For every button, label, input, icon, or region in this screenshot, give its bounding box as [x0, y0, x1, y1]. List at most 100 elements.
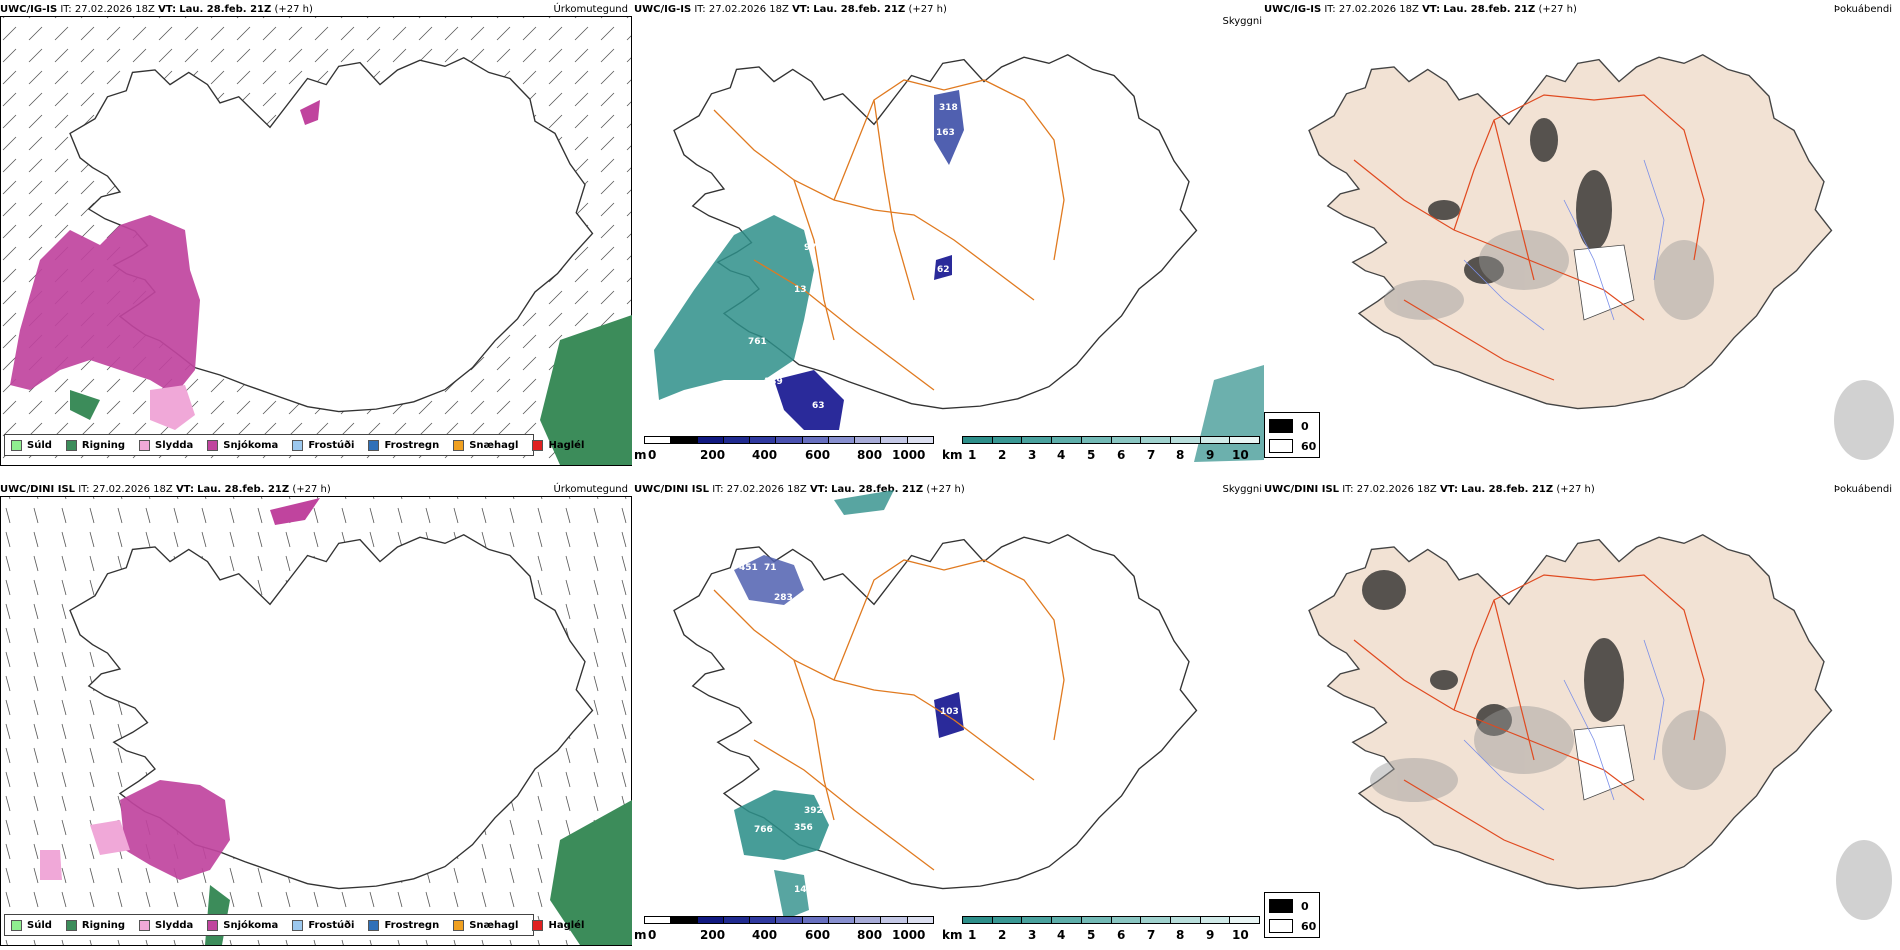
swatch-graupel — [453, 439, 465, 451]
panel-title: Þokuábendi — [1833, 4, 1892, 15]
cloud-base-label: 766 — [754, 825, 773, 835]
colorbar-tick: 1 — [968, 928, 977, 942]
colorbar-tick: 2 — [998, 928, 1007, 942]
swatch-sleet — [139, 439, 151, 451]
swatch-snow — [207, 439, 219, 451]
legend-item: Rigning — [65, 439, 125, 451]
cloud-base-label: 63 — [812, 401, 825, 411]
swatch-graupel — [453, 919, 465, 931]
legend-item: Frostregn — [368, 919, 439, 931]
panel-title: Skyggni — [1222, 16, 1262, 27]
swatch-hail — [532, 439, 544, 451]
visibility-map: 451 71 283 103 392 766 356 143 — [673, 490, 1198, 920]
colorbar-tick: 3 — [1028, 448, 1037, 462]
legend-item: Frostregn — [368, 439, 439, 451]
visibility-panel-bottom: UWC/DINI ISL IT: 27.02.2026 18Z VT: Lau.… — [634, 480, 1264, 946]
cloud-base-colorbar: m 0 200 400 600 800 1000 — [634, 436, 944, 464]
colorbar-tick: 3 — [1028, 928, 1037, 942]
colorbar-tick: 1000 — [892, 928, 926, 942]
cloud-base-label: 103 — [940, 707, 959, 717]
legend-item: Slydda — [139, 439, 193, 451]
cloud-base-label: 71 — [764, 563, 777, 573]
fog-legend-item: 0 — [1269, 419, 1309, 433]
run-header: UWC/IG-IS IT: 27.02.2026 18Z VT: Lau. 28… — [0, 4, 313, 15]
swatch-freezing-drizzle — [292, 439, 304, 451]
colorbar-tick: 800 — [857, 448, 883, 462]
colorbar-tick: 8 — [1176, 448, 1185, 462]
cloud-base-label: 143 — [794, 885, 813, 895]
fog-map — [1308, 534, 1892, 920]
colorbar-tick: 10 — [1232, 448, 1249, 462]
colorbar-tick: 5 — [1087, 928, 1096, 942]
cloud-base-label: 283 — [774, 593, 793, 603]
colorbar-tick: 4 — [1057, 928, 1066, 942]
colorbar-tick: 9 — [1206, 928, 1215, 942]
cloud-base-label: 13 — [794, 285, 807, 295]
colorbar-tick: 5 — [1087, 448, 1096, 462]
fog-legend-item: 60 — [1269, 439, 1316, 453]
visibility-colorbar: km 1 2 3 4 5 6 7 8 9 10 — [942, 916, 1262, 944]
run-header: UWC/IG-IS IT: 27.02.2026 18Z VT: Lau. 28… — [1264, 4, 1577, 15]
colorbar-tick: 6 — [1117, 448, 1126, 462]
cloud-base-label: 356 — [794, 823, 813, 833]
colorbar-strip — [962, 436, 1260, 444]
cloud-base-colorbar: m 0 200 400 600 800 1000 — [634, 916, 944, 944]
panel-title: Skyggni — [1222, 484, 1262, 495]
visibility-map: 318 163 973 62 13 761 139 63 — [654, 54, 1264, 462]
swatch-freezing-drizzle — [292, 919, 304, 931]
cloud-base-label: 163 — [936, 128, 955, 138]
cloud-base-label: 139 — [764, 377, 783, 387]
run-header: UWC/DINI ISL IT: 27.02.2026 18Z VT: Lau.… — [1264, 484, 1595, 495]
legend-item: Rigning — [65, 919, 125, 931]
precip-type-map — [1, 497, 632, 945]
colorbar-tick: 800 — [857, 928, 883, 942]
swatch-drizzle — [11, 439, 22, 451]
colorbar-strip — [962, 916, 1260, 924]
colorbar-unit: m — [634, 928, 647, 942]
legend-item: Haglél — [532, 439, 584, 451]
swatch-freezing-rain — [368, 439, 380, 451]
colorbar-tick: 600 — [805, 928, 831, 942]
swatch-freezing-rain — [368, 919, 380, 931]
colorbar-unit: m — [634, 448, 647, 462]
cloud-base-label: 451 — [739, 563, 758, 573]
colorbar-tick: 600 — [805, 448, 831, 462]
fog-legend: 0 60 — [1264, 412, 1320, 458]
fog-panel-bottom: UWC/DINI ISL IT: 27.02.2026 18Z VT: Lau.… — [1264, 480, 1900, 946]
run-header: UWC/DINI ISL IT: 27.02.2026 18Z VT: Lau.… — [0, 484, 331, 495]
fog-map — [1308, 54, 1894, 460]
swatch-hail — [532, 919, 544, 931]
colorbar-tick: 400 — [752, 448, 778, 462]
colorbar-tick: 9 — [1206, 448, 1215, 462]
colorbar-tick: 400 — [752, 928, 778, 942]
swatch-rain — [65, 439, 77, 451]
precip-type-panel-bottom: UWC/DINI ISL IT: 27.02.2026 18Z VT: Lau.… — [0, 480, 632, 946]
precip-type-panel-top: UWC/IG-IS IT: 27.02.2026 18Z VT: Lau. 28… — [0, 0, 632, 466]
colorbar-strip — [644, 436, 934, 444]
visibility-colorbar: km 1 2 3 4 5 6 7 8 9 10 — [942, 436, 1262, 464]
legend-item: Slydda — [139, 919, 193, 931]
legend-item: Snæhagl — [453, 919, 518, 931]
map-frame — [0, 16, 632, 466]
cloud-base-label: 392 — [804, 806, 823, 816]
colorbar-tick: 1 — [968, 448, 977, 462]
panel-title: Þokuábendi — [1833, 484, 1892, 495]
panel-title: Úrkomutegund — [553, 484, 628, 495]
legend-item: Haglél — [532, 919, 584, 931]
run-header: UWC/DINI ISL IT: 27.02.2026 18Z VT: Lau.… — [634, 484, 965, 495]
fog-legend-item: 0 — [1269, 899, 1309, 913]
colorbar-tick: 10 — [1232, 928, 1249, 942]
legend-item: Frostúði — [292, 439, 354, 451]
map-frame — [0, 496, 632, 946]
panel-title: Úrkomutegund — [553, 4, 628, 15]
colorbar-strip — [644, 916, 934, 924]
run-header: UWC/IG-IS IT: 27.02.2026 18Z VT: Lau. 28… — [634, 4, 947, 15]
cloud-base-label: 973 — [804, 243, 823, 253]
colorbar-tick: 1000 — [892, 448, 926, 462]
colorbar-tick: 7 — [1147, 928, 1156, 942]
fog-legend-item: 60 — [1269, 919, 1316, 933]
colorbar-tick: 0 — [648, 928, 657, 942]
legend-item: Snjókoma — [207, 919, 278, 931]
legend-item: Snæhagl — [453, 439, 518, 451]
colorbar-tick: 6 — [1117, 928, 1126, 942]
